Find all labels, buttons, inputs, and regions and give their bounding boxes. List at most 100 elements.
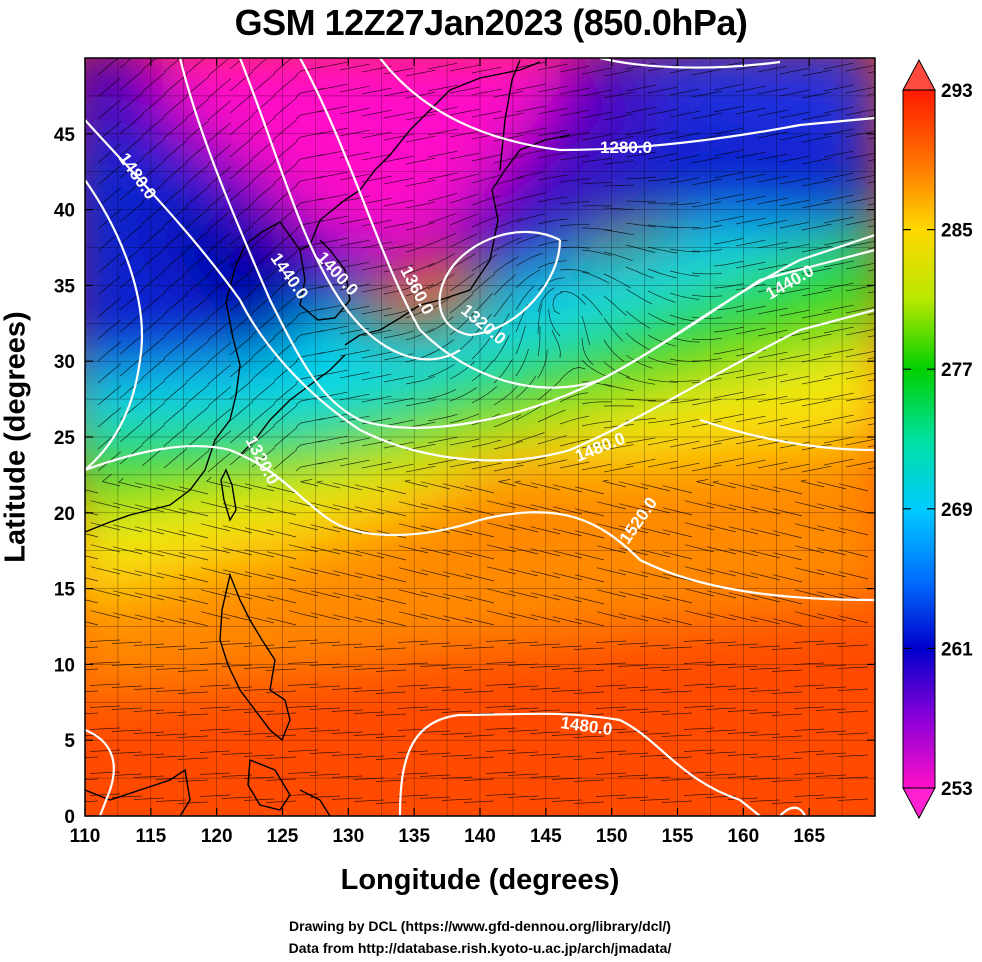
streamline (498, 478, 517, 487)
streamline (207, 408, 232, 429)
streamline (559, 461, 590, 469)
streamline (625, 354, 653, 369)
streamline (464, 595, 495, 604)
streamline (449, 273, 475, 292)
streamline (727, 709, 759, 712)
streamline (530, 548, 561, 557)
streamline (207, 100, 232, 121)
streamline (419, 708, 451, 711)
streamline (727, 753, 759, 756)
streamline (332, 548, 363, 557)
streamline (397, 706, 429, 709)
streamline (155, 799, 187, 802)
streamline (537, 63, 568, 71)
streamline (515, 83, 546, 91)
streamline (119, 180, 144, 201)
streamline (661, 668, 693, 671)
streamline (273, 273, 298, 294)
streamline (163, 448, 188, 469)
streamline (185, 98, 210, 119)
streamline (383, 221, 414, 229)
streamline (706, 612, 737, 621)
streamline (354, 572, 385, 581)
streamline (683, 749, 715, 752)
streamline (801, 399, 832, 407)
streamline (97, 341, 122, 362)
streamline (141, 358, 166, 379)
streamline (177, 691, 209, 694)
streamline (640, 483, 671, 492)
contour-1320 (438, 230, 562, 337)
streamline (551, 799, 583, 802)
streamline (420, 591, 451, 600)
streamline (867, 379, 875, 382)
streamline (727, 775, 759, 778)
streamline (463, 690, 495, 693)
coastline-luzon (219, 572, 291, 742)
streamline (398, 523, 429, 532)
streamline (442, 505, 473, 514)
streamline (177, 801, 209, 804)
streamline (618, 547, 649, 556)
streamline (845, 240, 875, 248)
streamline (229, 335, 254, 356)
streamline (486, 566, 517, 575)
streamline (177, 669, 209, 672)
streamline (691, 225, 722, 230)
streamline (845, 438, 875, 446)
streamline (669, 270, 700, 277)
streamline (548, 308, 561, 337)
streamline (133, 797, 165, 800)
streamline (251, 315, 276, 336)
streamline (537, 459, 568, 467)
streamline (361, 263, 392, 271)
streamline (332, 592, 363, 601)
streamline (867, 423, 875, 426)
streamline (801, 377, 832, 385)
streamline (89, 749, 121, 752)
streamline (713, 171, 744, 179)
streamline (97, 407, 122, 428)
streamline (243, 666, 275, 669)
wind-streamlines (85, 58, 875, 804)
streamline (603, 251, 633, 262)
streamline (89, 771, 121, 774)
streamline (207, 342, 232, 363)
streamline (551, 733, 583, 736)
streamline (779, 89, 810, 97)
streamline (801, 91, 832, 99)
streamline (757, 373, 788, 381)
streamline (757, 417, 788, 425)
streamline (574, 596, 605, 605)
streamline (639, 710, 671, 713)
streamline (97, 385, 122, 406)
streamline (471, 273, 496, 294)
streamline (361, 241, 392, 249)
streamline (801, 465, 832, 473)
streamline (867, 313, 875, 316)
streamline (493, 335, 510, 362)
streamline (705, 641, 737, 644)
streamline (867, 335, 875, 338)
streamline (845, 416, 875, 424)
streamline (713, 193, 744, 201)
streamline (85, 668, 99, 671)
streamline (735, 151, 766, 159)
streamline (141, 314, 166, 335)
y-tick-label: 5 (64, 731, 75, 752)
streamline (559, 109, 590, 117)
streamline (229, 423, 254, 444)
streamline (530, 504, 561, 513)
streamline (603, 295, 627, 316)
streamline (779, 111, 810, 119)
streamline (295, 198, 325, 208)
contour-1480 (85, 119, 875, 462)
streamline (537, 196, 568, 203)
streamline (595, 750, 627, 753)
colorbar-tick-label: 269 (941, 500, 973, 521)
streamline (537, 287, 555, 313)
y-tick-label: 40 (54, 201, 75, 222)
streamline (845, 196, 875, 204)
streamline (867, 467, 875, 470)
streamline (801, 421, 832, 429)
